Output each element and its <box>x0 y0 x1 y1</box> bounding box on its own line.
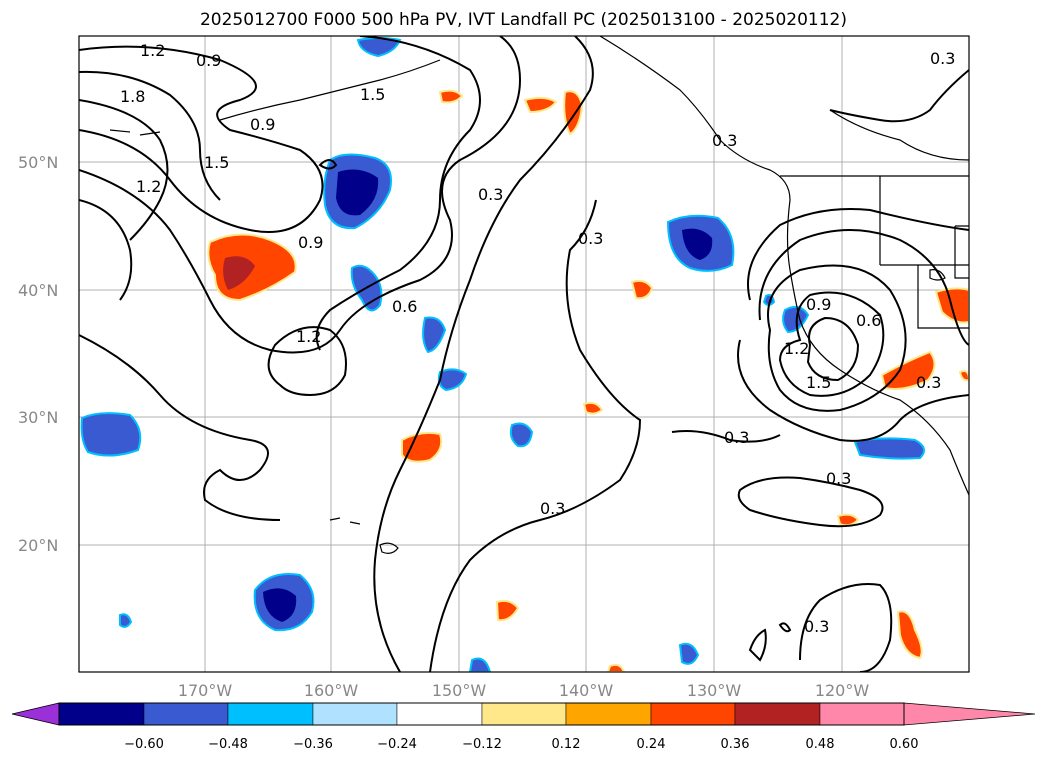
contour-label: 0.3 <box>826 469 851 488</box>
red-anomaly <box>836 513 860 527</box>
colorbar-label: 0.36 <box>721 737 750 752</box>
red-anomaly <box>934 287 969 324</box>
red-anomaly <box>958 370 969 382</box>
contour-label: 0.3 <box>916 373 941 392</box>
red-anomaly <box>438 89 464 104</box>
contour-label: 1.2 <box>136 177 161 196</box>
map-title: 2025012700 F000 500 hPa PV, IVT Landfall… <box>199 10 847 30</box>
colorbar-cell <box>481 702 567 726</box>
lat-label: 20°N <box>18 536 58 555</box>
contour-label: 0.3 <box>724 428 749 447</box>
colorbar-cell <box>734 702 821 726</box>
colorbar-cell <box>58 702 145 726</box>
blue-anomaly <box>782 305 810 334</box>
colorbar-cell <box>565 702 652 726</box>
map-frame <box>78 35 970 673</box>
red-anomaly-core <box>223 256 255 290</box>
blue-anomaly <box>119 613 133 628</box>
contour-label: 0.9 <box>196 51 221 70</box>
red-anomaly <box>582 401 604 415</box>
lat-label: 50°N <box>18 153 58 172</box>
colorbar-label: −0.12 <box>462 737 502 752</box>
lon-label: 130°W <box>687 681 742 700</box>
colorbar-label: 0.48 <box>806 737 835 752</box>
contour-label: 0.6 <box>392 297 417 316</box>
red-anomaly <box>401 431 443 463</box>
colorbar-cell <box>819 702 905 726</box>
colorbar-cell <box>396 702 483 726</box>
map-area <box>79 36 969 672</box>
lon-labels: 170°W 160°W 150°W 140°W 130°W 120°W <box>178 681 870 700</box>
blue-anomaly <box>468 657 492 672</box>
blue-anomaly <box>678 642 700 665</box>
red-anomaly <box>896 610 923 660</box>
lon-label: 150°W <box>432 681 487 700</box>
colorbar-cell <box>227 702 314 726</box>
contour-label: 1.2 <box>296 327 321 346</box>
blue-anomaly <box>853 437 925 460</box>
colorbar-label: −0.48 <box>208 737 248 752</box>
pv-fill-patches <box>80 37 969 672</box>
lon-label: 160°W <box>304 681 359 700</box>
red-anomaly <box>630 279 654 300</box>
lat-label: 40°N <box>18 281 58 300</box>
coastlines <box>109 36 969 554</box>
lat-label: 30°N <box>18 408 58 427</box>
colorbar-arrow-left <box>11 702 60 726</box>
contour-label: 0.3 <box>478 185 503 204</box>
blue-anomaly <box>422 316 447 354</box>
contour-label: 0.3 <box>930 49 955 68</box>
contour-label: 0.6 <box>856 311 881 330</box>
blue-anomaly <box>80 412 142 457</box>
blue-anomaly-core <box>682 228 713 260</box>
lon-label: 140°W <box>559 681 614 700</box>
red-anomaly <box>606 663 626 672</box>
colorbar-label: 0.24 <box>637 737 666 752</box>
contour-label: 0.9 <box>250 115 275 134</box>
blue-anomaly <box>509 422 534 448</box>
colorbar-cell <box>312 702 398 726</box>
contour-label: 0.3 <box>578 229 603 248</box>
contour-labels: 1.2 0.9 1.8 0.9 1.5 1.5 1.2 0.9 0.3 0.6 … <box>120 41 955 636</box>
lon-label: 170°W <box>178 681 233 700</box>
colorbar-arrow-right <box>903 702 1036 726</box>
contour-label: 1.2 <box>140 41 165 60</box>
contour-label: 1.2 <box>784 339 809 358</box>
contour-label: 1.5 <box>806 373 831 392</box>
colorbar-labels: −0.60 −0.48 −0.36 −0.24 −0.12 0.12 0.24 … <box>124 737 918 752</box>
contour-label: 1.8 <box>120 87 145 106</box>
colorbar-label: −0.24 <box>377 737 417 752</box>
red-anomaly <box>523 96 558 114</box>
contour-label: 1.5 <box>360 85 385 104</box>
colorbar-label: −0.36 <box>293 737 333 752</box>
gridlines <box>79 36 969 672</box>
pv-contours <box>79 36 969 672</box>
lon-label: 120°W <box>815 681 870 700</box>
contour-label: 0.3 <box>804 617 829 636</box>
blue-anomaly-core <box>336 169 379 216</box>
blue-anomaly-core <box>263 588 297 622</box>
red-anomaly <box>880 350 936 390</box>
colorbar <box>11 702 1036 726</box>
lat-labels: 50°N 40°N 30°N 20°N <box>18 153 58 555</box>
colorbar-label: 0.60 <box>890 737 919 752</box>
colorbar-label: −0.60 <box>124 737 164 752</box>
contour-label: 0.3 <box>540 499 565 518</box>
colorbar-cell <box>143 702 229 726</box>
contour-label: 1.5 <box>204 153 229 172</box>
contour-label: 0.3 <box>712 131 737 150</box>
colorbar-label: 0.12 <box>552 737 581 752</box>
red-anomaly <box>495 599 520 622</box>
contour-label: 0.9 <box>298 233 323 252</box>
colorbar-cell <box>650 702 736 726</box>
contour-label: 0.9 <box>806 295 831 314</box>
